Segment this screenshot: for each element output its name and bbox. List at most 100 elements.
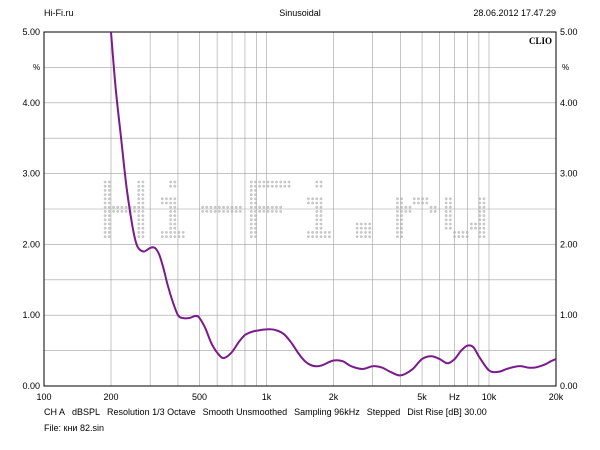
watermark-dot	[417, 197, 420, 201]
watermark-dot	[283, 180, 287, 184]
y-tick-label-left: 3.00	[22, 169, 40, 179]
watermark-dot	[408, 210, 412, 213]
watermark-dot	[107, 235, 111, 239]
watermark-dot	[137, 184, 141, 188]
watermark-dot	[107, 205, 111, 209]
watermark-dot	[137, 197, 141, 201]
watermark-dot	[461, 231, 465, 234]
watermark-dot	[103, 235, 107, 239]
watermark-dot	[355, 231, 359, 234]
watermark-dot	[266, 184, 270, 188]
watermark-dot	[315, 222, 319, 226]
watermark-dot	[173, 231, 177, 234]
watermark-dot	[359, 226, 363, 230]
watermark-dot	[213, 210, 217, 213]
watermark-dot	[474, 226, 477, 230]
y-tick-label-right: 4.00	[560, 98, 578, 108]
watermark-dot	[258, 184, 262, 188]
y-tick-label-right: 2.00	[560, 239, 578, 249]
watermark-dot	[315, 197, 319, 201]
watermark-dot	[169, 235, 173, 239]
watermark-dot	[173, 214, 177, 218]
watermark-dot	[173, 205, 177, 209]
watermark-dot	[249, 210, 253, 213]
y-tick-label-right: 3.00	[560, 169, 578, 179]
watermark-dot	[107, 210, 111, 213]
watermark-dot	[107, 231, 111, 234]
watermark-dot	[137, 205, 141, 209]
watermark-dot	[107, 214, 111, 218]
watermark-dot	[448, 201, 452, 205]
x-unit-label: Hz	[449, 392, 460, 402]
watermark-dot	[120, 205, 124, 209]
watermark-dot	[311, 235, 314, 239]
watermark-dot	[396, 226, 399, 230]
watermark-dot	[396, 235, 399, 239]
watermark-dot	[315, 231, 319, 234]
watermark-dot	[400, 218, 404, 222]
watermark-dot	[319, 218, 323, 222]
watermark-dot	[275, 184, 278, 188]
watermark-dot	[359, 231, 363, 234]
watermark-dot	[249, 193, 253, 197]
x-tick-label: 1k	[262, 392, 272, 402]
watermark-dot	[307, 197, 310, 201]
sampling-label: Sampling 96kHz	[294, 407, 360, 417]
watermark-dot	[275, 205, 278, 209]
watermark-dot	[319, 222, 323, 226]
watermark-dot	[368, 235, 372, 239]
watermark-dot	[400, 205, 404, 209]
watermark-dot	[279, 184, 283, 188]
watermark-dot	[160, 231, 164, 234]
watermark-dot	[169, 218, 173, 222]
watermark-dot	[364, 226, 367, 230]
watermark-dot	[141, 214, 145, 218]
watermark-dot	[448, 226, 452, 230]
watermark-dot	[137, 235, 141, 239]
watermark-dot	[169, 222, 173, 226]
watermark-dot	[319, 201, 323, 205]
watermark-dot	[328, 231, 331, 234]
watermark-dot	[448, 214, 452, 218]
watermark-dot	[359, 222, 363, 226]
watermark-dot	[400, 210, 404, 213]
watermark-dot	[469, 226, 473, 230]
watermark-dot	[249, 184, 253, 188]
watermark-dot	[448, 205, 452, 209]
measurement-settings: CH A dBSPL Resolution 1/3 Octave Smooth Uns…	[44, 407, 494, 417]
watermark-dot	[173, 180, 177, 184]
watermark-dot	[137, 193, 141, 197]
watermark-dot	[112, 205, 115, 209]
watermark-dot	[137, 214, 141, 218]
watermark-dot	[262, 184, 266, 188]
watermark-dot	[103, 214, 107, 218]
watermark-dot	[319, 231, 323, 234]
watermark-dot	[173, 235, 177, 239]
watermark-dot	[396, 222, 399, 226]
watermark-dot	[107, 226, 111, 230]
watermark-dot	[482, 231, 486, 234]
watermark-dot	[404, 210, 408, 213]
watermark-dot	[482, 201, 486, 205]
watermark-dot	[315, 218, 319, 222]
y-tick-label-left: 4.00	[22, 98, 40, 108]
watermark-dot	[444, 218, 448, 222]
watermark-dot	[287, 180, 291, 184]
watermark-dot	[444, 222, 448, 226]
watermark-dot	[400, 226, 404, 230]
watermark-dot	[315, 226, 319, 230]
grid	[44, 32, 556, 386]
watermark-dot	[448, 210, 452, 213]
y-tick-label-right: 5.00	[560, 27, 578, 37]
watermark-dot	[315, 210, 319, 213]
watermark-dot	[238, 205, 242, 209]
watermark-dot	[103, 197, 107, 201]
x-tick-label: 500	[192, 392, 207, 402]
watermark-dot	[137, 231, 141, 234]
watermark-dot	[444, 214, 448, 218]
watermark-dot	[120, 210, 124, 213]
watermark-dot	[107, 180, 111, 184]
watermark-dot	[444, 201, 448, 205]
watermark-dot	[355, 235, 359, 239]
watermark-dot	[262, 210, 266, 213]
